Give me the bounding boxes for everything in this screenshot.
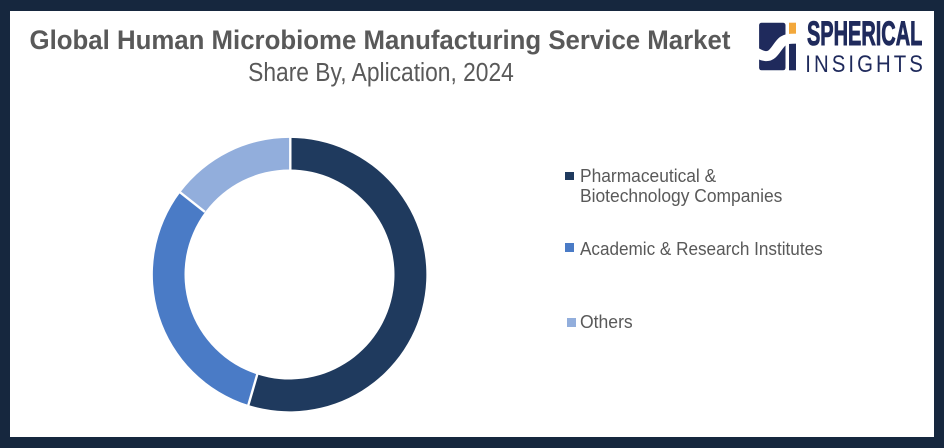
svg-text:SPHERICAL: SPHERICAL [807, 15, 922, 52]
svg-text:INSIGHTS: INSIGHTS [805, 50, 926, 77]
